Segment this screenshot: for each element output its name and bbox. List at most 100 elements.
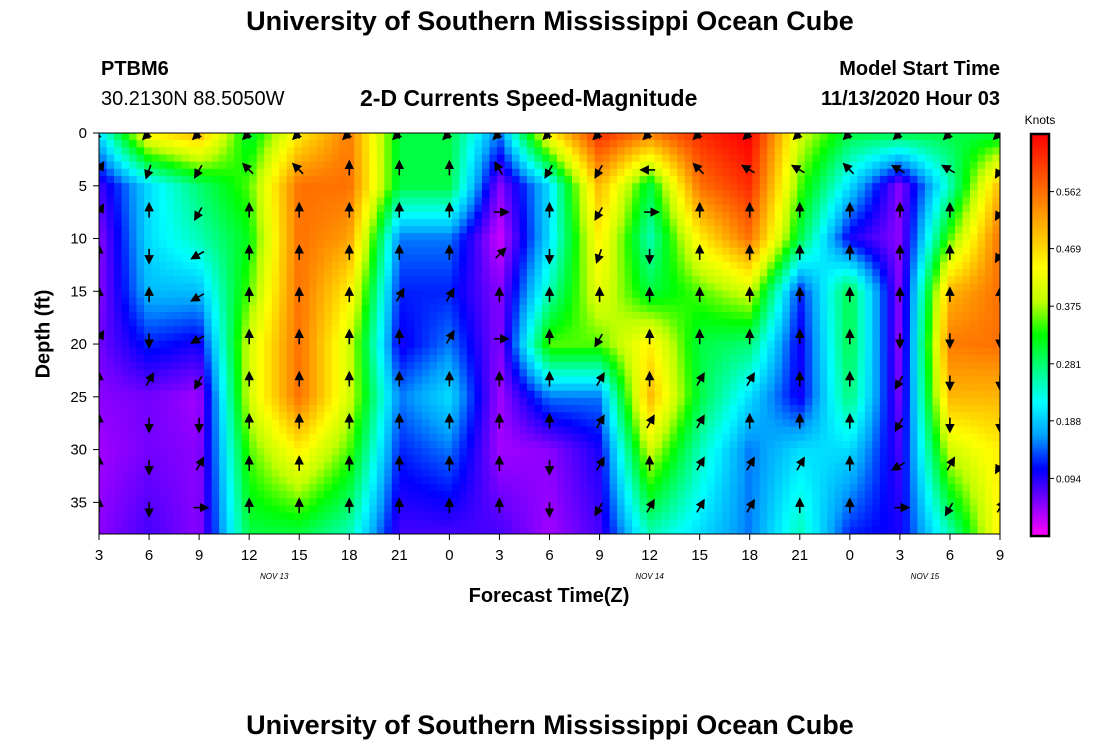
heatmap-cell [249, 168, 258, 177]
heatmap-cell [669, 161, 678, 170]
heatmap-cell [744, 347, 753, 356]
heatmap-cell [181, 354, 190, 363]
heatmap-cell [376, 211, 385, 220]
heatmap-cell [481, 290, 491, 299]
heatmap-cell [677, 240, 686, 249]
heatmap-cell [699, 383, 708, 392]
heatmap-cell [774, 376, 783, 385]
heatmap-cell [151, 354, 160, 363]
heatmap-cell [617, 354, 626, 363]
heatmap-cell [677, 161, 686, 170]
heatmap-cell [707, 290, 716, 299]
heatmap-cell [819, 412, 828, 421]
heatmap-cell [977, 254, 986, 263]
heatmap-cell [136, 347, 145, 356]
heatmap-cell [699, 340, 708, 349]
heatmap-cell [99, 419, 108, 428]
heatmap-cell [466, 211, 476, 220]
heatmap-cell [572, 297, 581, 306]
heatmap-cell [451, 333, 460, 342]
heatmap-cell [316, 233, 325, 242]
heatmap-cell [752, 333, 761, 342]
heatmap-cell [421, 412, 430, 421]
heatmap-cell [459, 254, 468, 263]
heatmap-cell [114, 247, 123, 256]
heatmap-cell [729, 175, 738, 184]
heatmap-cell [384, 397, 393, 406]
heatmap-cell [204, 383, 213, 392]
heatmap-cell [496, 419, 506, 428]
heatmap-cell [144, 312, 153, 320]
heatmap-cell [939, 297, 949, 306]
heatmap-cell [707, 390, 716, 399]
heatmap-cell [414, 283, 423, 292]
heatmap-cell [99, 283, 108, 292]
heatmap-cell [737, 240, 746, 249]
heatmap-cell [932, 347, 941, 356]
heatmap-cell [429, 233, 438, 242]
heatmap-cell [316, 247, 325, 256]
heatmap-cell [819, 175, 828, 184]
heatmap-cell [654, 333, 663, 342]
heatmap-cell [264, 133, 273, 141]
heatmap-cell [496, 362, 506, 370]
heatmap-cell [271, 240, 280, 249]
heatmap-cell [301, 161, 310, 170]
heatmap-cell [894, 154, 903, 163]
heatmap-cell [827, 369, 836, 378]
heatmap-cell [121, 390, 130, 399]
heatmap-cell [549, 247, 558, 256]
heatmap-cell [887, 161, 896, 170]
heatmap-cell [196, 312, 205, 320]
heatmap-cell [797, 347, 806, 356]
heatmap-cell [932, 319, 941, 327]
heatmap-cell [767, 419, 776, 428]
heatmap-cell [361, 240, 370, 249]
heatmap-cell [99, 140, 108, 148]
heatmap-cell [316, 290, 325, 299]
heatmap-cell [526, 140, 536, 148]
heatmap-cell [181, 326, 190, 335]
heatmap-cell [99, 354, 108, 363]
heatmap-cell [602, 354, 611, 363]
heatmap-cell [887, 405, 896, 413]
heatmap-cell [669, 304, 678, 313]
heatmap-cell [819, 312, 828, 320]
heatmap-cell [902, 376, 911, 385]
heatmap-cell [339, 290, 348, 299]
heatmap-cell [767, 161, 776, 170]
heatmap-cell [136, 183, 145, 191]
heatmap-cell [136, 340, 145, 349]
heatmap-cell [286, 376, 295, 385]
heatmap-cell [902, 226, 911, 234]
heatmap-cell [759, 147, 768, 156]
heatmap-cell [99, 183, 108, 191]
heatmap-cell [767, 283, 776, 292]
heatmap-cell [129, 290, 138, 299]
heatmap-cell [159, 383, 168, 392]
heatmap-cell [384, 233, 393, 242]
heatmap-cell [752, 347, 761, 356]
heatmap-cell [339, 283, 348, 292]
heatmap-cell [812, 362, 821, 370]
heatmap-cell [166, 161, 175, 170]
heatmap-cell [159, 297, 168, 306]
heatmap-cell [782, 333, 791, 342]
heatmap-cell [632, 347, 641, 356]
heatmap-cell [399, 383, 408, 392]
heatmap-cell [541, 261, 551, 270]
heatmap-cell [557, 419, 566, 428]
heatmap-cell [174, 269, 183, 277]
heatmap-cell [864, 419, 873, 428]
heatmap-cell [759, 168, 768, 177]
heatmap-cell [106, 197, 115, 206]
heatmap-cell [902, 333, 911, 342]
heatmap-cell [429, 397, 438, 406]
heatmap-cell [391, 426, 400, 435]
heatmap-cell [271, 133, 280, 141]
heatmap-cell [954, 254, 964, 263]
heatmap-cell [286, 419, 295, 428]
heatmap-cell [782, 218, 791, 227]
heatmap-cell [249, 154, 258, 163]
heatmap-cell [114, 290, 123, 299]
